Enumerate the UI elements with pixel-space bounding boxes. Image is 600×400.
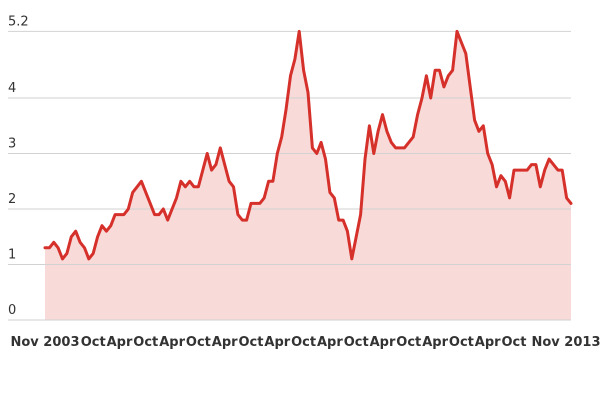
- x-axis-tick-label: Oct: [239, 335, 264, 350]
- x-axis-tick-label: Oct: [502, 335, 527, 350]
- x-axis-tick-label: Apr: [212, 335, 238, 350]
- y-axis-tick-label: 4: [8, 81, 16, 96]
- x-axis-tick-label: Apr: [475, 335, 501, 350]
- y-axis-tick-label: 1: [8, 248, 16, 263]
- x-axis-tick-label: Apr: [264, 335, 290, 350]
- x-axis-tick-label: Oct: [344, 335, 369, 350]
- x-axis-tick-label: Apr: [107, 335, 133, 350]
- area-fill: [45, 31, 571, 321]
- x-axis-tick-label: Nov 2003: [11, 335, 80, 350]
- x-axis-tick-label: Oct: [291, 335, 316, 350]
- y-axis-tick-label: 0: [8, 303, 16, 318]
- x-axis-tick-label: Nov 2013: [532, 335, 600, 350]
- y-axis-tick-label: 2: [8, 192, 16, 207]
- x-axis-tick-label: Oct: [133, 335, 158, 350]
- x-axis-tick-label: Oct: [186, 335, 211, 350]
- x-axis-tick-label: Apr: [317, 335, 343, 350]
- x-axis-tick-label: Oct: [81, 335, 106, 350]
- y-axis-tick-label: 3: [8, 137, 16, 152]
- x-axis-tick-label: Apr: [159, 335, 185, 350]
- x-axis-tick-label: Oct: [396, 335, 421, 350]
- x-axis-tick-label: Apr: [370, 335, 396, 350]
- y-axis-tick-label: 5.2: [8, 14, 29, 29]
- x-axis-tick-label: Apr: [422, 335, 448, 350]
- x-axis-tick-label: Oct: [449, 335, 474, 350]
- data-line: [43, 29, 573, 261]
